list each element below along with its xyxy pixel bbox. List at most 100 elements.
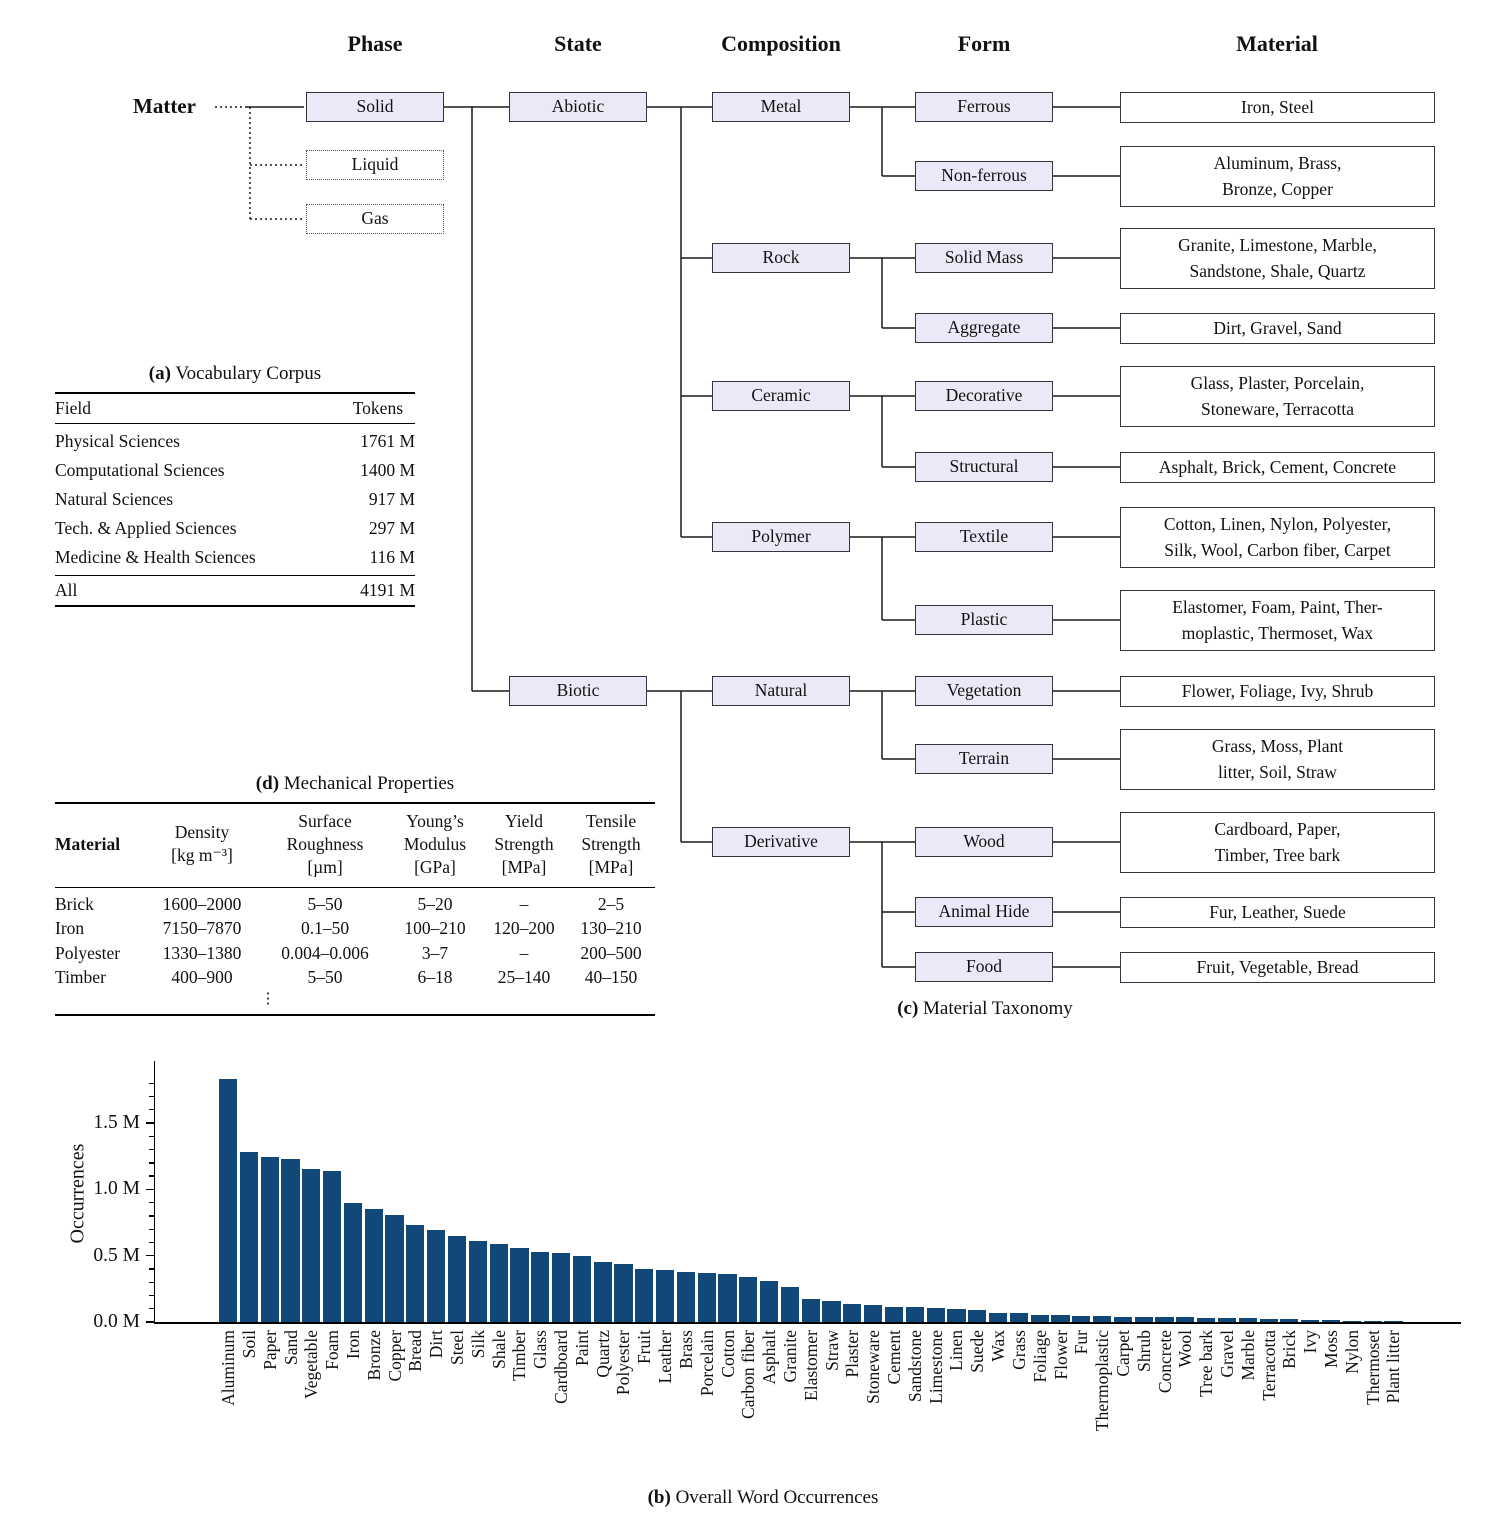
x-tick-label-paint: Paint [571, 1330, 593, 1366]
bar-elastomer [801, 1299, 820, 1322]
x-tick-text: Carpet [1112, 1330, 1133, 1377]
material-name: Timber [55, 967, 106, 988]
x-tick-text: Vegetable [301, 1330, 322, 1399]
property-value: – [519, 942, 529, 963]
x-tick-text: Bronze [363, 1330, 384, 1381]
bar-polyester [614, 1263, 633, 1322]
x-axis-line [153, 1322, 1461, 1324]
y-minor-tick [149, 1095, 154, 1098]
x-tick-text: Silk [467, 1330, 488, 1359]
material-line: Flower, Foliage, Ivy, Shrub [1181, 681, 1374, 701]
property-value: 6–18 [417, 967, 453, 988]
material-line: litter, Soil, Straw [1218, 762, 1337, 782]
x-tick-label-straw: Straw [821, 1330, 843, 1371]
x-tick-text: Suede [967, 1330, 988, 1373]
taxonomy-node-polymer: Polymer [712, 522, 850, 552]
caption-c-label: (c) [897, 998, 919, 1019]
material-line: Bronze, Copper [1222, 179, 1333, 199]
property-value: 1600–2000 [162, 893, 242, 914]
table-a-footer-row: All 4191 M [55, 576, 415, 605]
token-count: 116 M [369, 546, 415, 567]
y-minor-tick [149, 1148, 154, 1151]
x-tick-text: Quartz [592, 1330, 613, 1378]
table-a-header-tokens: Tokens [352, 397, 403, 418]
x-tick-text: Terracotta [1258, 1330, 1279, 1401]
bar-wool [1176, 1317, 1195, 1322]
table-row-computational-sciences: Computational Sciences 1400 M [55, 456, 415, 485]
material-line: Glass, Plaster, Porcelain, [1190, 373, 1365, 393]
x-tick-text: Foam [322, 1330, 343, 1370]
taxonomy-node-solid-mass: Solid Mass [915, 243, 1053, 273]
bar-plant-litter [1384, 1321, 1403, 1322]
caption-a-text: Vocabulary Corpus [170, 363, 322, 384]
bar-nylon [1342, 1320, 1361, 1322]
x-tick-text: Thermoset [1362, 1330, 1383, 1405]
x-tick-text: Steel [447, 1330, 467, 1365]
table-d-col-header-young-s: Young’s Modulus [GPa] [389, 810, 481, 879]
taxonomy-node-natural: Natural [712, 676, 850, 706]
x-tick-text: Shale [488, 1330, 509, 1369]
x-tick-label-nylon: Nylon [1341, 1330, 1363, 1374]
x-tick-text: Brass [675, 1330, 696, 1369]
x-tick-text: Dirt [426, 1330, 447, 1359]
field-name: Computational Sciences [55, 459, 225, 480]
bar-carbon-fiber [739, 1276, 758, 1322]
y-minor-tick [149, 1268, 154, 1270]
property-value: 3–7 [421, 942, 449, 963]
y-minor-tick [149, 1228, 154, 1230]
column-header-state: State [554, 31, 602, 56]
taxonomy-node-gas: Gas [306, 204, 444, 234]
header-line: Strength [581, 833, 641, 854]
taxonomy-node-non-ferrous: Non-ferrous [915, 161, 1053, 191]
x-tick-text: Fruit [634, 1330, 655, 1365]
bar-marble [1238, 1318, 1257, 1322]
table-a-header-row: Field Tokens [55, 394, 415, 423]
x-tick-label-ivy: Ivy [1299, 1330, 1321, 1353]
x-tick-text: Plaster [842, 1330, 863, 1378]
bar-grass [1009, 1313, 1028, 1322]
x-tick-label-cotton: Cotton [717, 1330, 739, 1378]
property-value: 130–210 [580, 918, 642, 939]
x-tick-label-shale: Shale [488, 1330, 510, 1369]
bar-silk [468, 1241, 487, 1322]
property-value: 1330–1380 [162, 942, 242, 963]
material-box-wood: Cardboard, Paper, Timber, Tree bark [1120, 811, 1435, 873]
x-tick-label-linen: Linen [945, 1330, 967, 1371]
bar-foliage [1030, 1315, 1049, 1322]
x-tick-text: Limestone [925, 1330, 946, 1404]
bar-concrete [1155, 1317, 1174, 1322]
material-line: Aluminum, Brass, [1213, 153, 1342, 173]
x-tick-label-bronze: Bronze [363, 1330, 385, 1381]
x-tick-label-foliage: Foliage [1029, 1330, 1051, 1383]
x-tick-text: Stoneware [863, 1330, 884, 1404]
y-minor-tick [149, 1135, 154, 1137]
bar-carpet [1113, 1316, 1133, 1322]
property-value: 5–20 [417, 893, 453, 914]
bar-copper [385, 1214, 404, 1322]
property-value: 5–50 [307, 967, 343, 988]
token-count: 917 M [368, 488, 415, 509]
taxonomy-node-vegetation: Vegetation [915, 676, 1053, 706]
table-d-col-header-tensile: Tensile Strength [MPa] [567, 810, 655, 879]
caption-d-text: Mechanical Properties [279, 773, 455, 794]
material-box-structural: Asphalt, Brick, Cement, Concrete [1120, 451, 1435, 483]
y-minor-tick [149, 1241, 154, 1244]
material-line: Silk, Wool, Carbon fiber, Carpet [1164, 540, 1391, 560]
bar-brick [1280, 1319, 1299, 1322]
x-tick-text: Ivy [1300, 1330, 1321, 1354]
y-minor-tick [149, 1162, 154, 1164]
property-value: 5–50 [307, 893, 343, 914]
x-tick-text: Leather [655, 1330, 676, 1384]
material-line: moplastic, Thermoset, Wax [1181, 623, 1374, 643]
taxonomy-node-terrain: Terrain [915, 744, 1053, 774]
table-d-caption: (d) Mechanical Properties [55, 773, 655, 795]
bar-iron [343, 1202, 363, 1322]
table-a-header-field: Field [55, 397, 91, 418]
x-tick-text: Asphalt [759, 1330, 780, 1385]
x-tick-text: Tree bark [1196, 1330, 1217, 1397]
table-d-col-header-yield: Yield Strength [MPa] [481, 810, 567, 879]
bar-vegetable [302, 1169, 321, 1322]
material-box-textile: Cotton, Linen, Nylon, Polyester, Silk, Wo… [1120, 506, 1435, 568]
taxonomy-node-rock: Rock [712, 243, 850, 273]
caption-c-text: Material Taxonomy [918, 998, 1073, 1019]
